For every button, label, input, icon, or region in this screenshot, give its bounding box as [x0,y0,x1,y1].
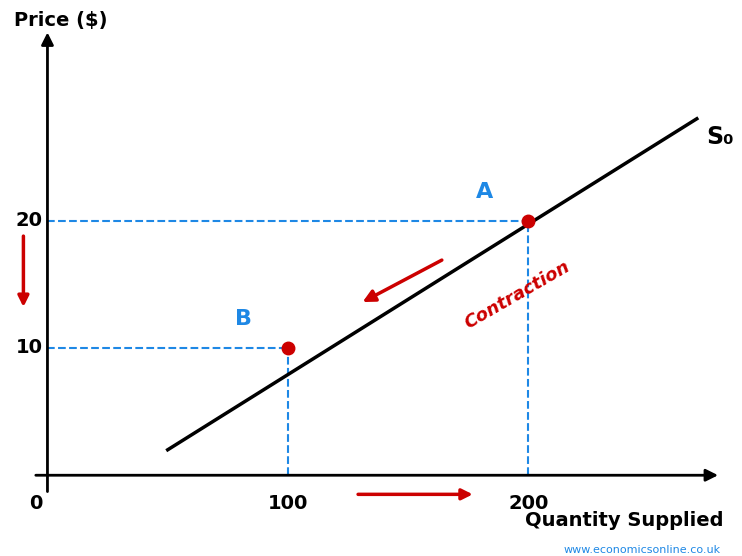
Text: 100: 100 [268,494,308,513]
Text: 0: 0 [29,494,42,513]
Text: B: B [235,309,252,329]
Text: www.economicsonline.co.uk: www.economicsonline.co.uk [564,545,721,555]
Text: Quantity Supplied: Quantity Supplied [525,511,723,530]
Text: Contraction: Contraction [461,258,573,333]
Text: S₀: S₀ [706,125,734,149]
Text: A: A [476,182,493,202]
Text: 10: 10 [16,339,42,358]
Text: Price ($): Price ($) [14,11,108,29]
Text: 200: 200 [508,494,548,513]
Text: 20: 20 [16,211,42,230]
